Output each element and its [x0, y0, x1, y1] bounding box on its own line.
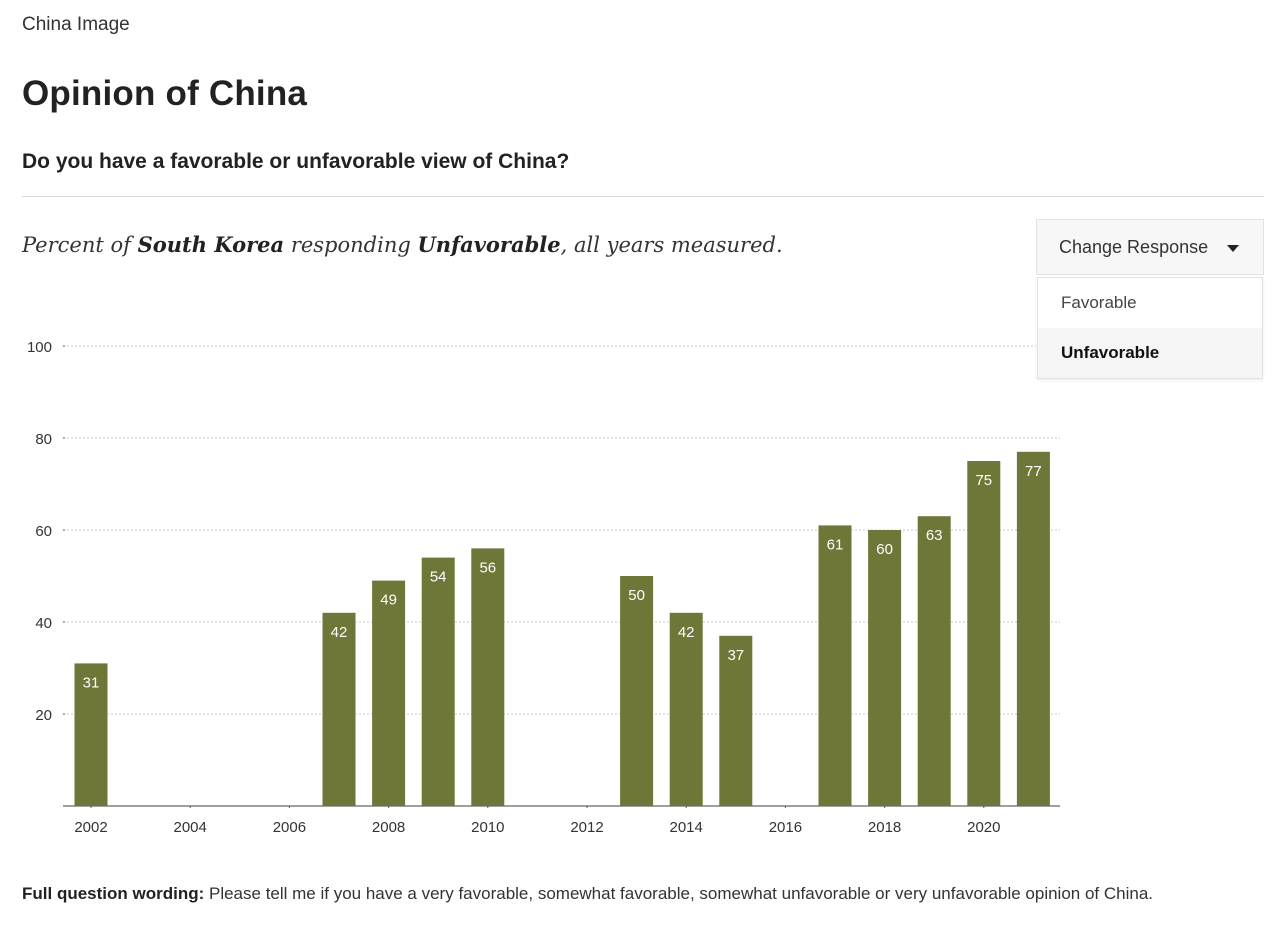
- bar: [74, 663, 108, 806]
- bar-value-label: 49: [380, 592, 397, 609]
- x-tick-label: 2016: [769, 819, 802, 836]
- x-tick-label: 2006: [273, 819, 306, 836]
- x-tick-label: 2014: [670, 819, 703, 836]
- bar: [471, 548, 505, 806]
- bar: [1016, 451, 1050, 806]
- x-tick-label: 2004: [174, 819, 207, 836]
- change-response-label: Change Response: [1059, 236, 1209, 257]
- divider: [22, 196, 1264, 197]
- bar: [818, 525, 852, 806]
- bar-value-label: 60: [876, 541, 893, 558]
- x-tick-label: 2008: [372, 819, 405, 836]
- bar-value-label: 56: [479, 559, 496, 576]
- x-tick-label: 2010: [471, 819, 504, 836]
- subtitle-middle: responding: [284, 233, 418, 257]
- y-tick-label: 100: [27, 339, 52, 356]
- bar-value-label: 31: [83, 674, 100, 691]
- bar-value-label: 42: [331, 624, 348, 641]
- bar-chart: 20 40 60 80 100 2002 2004 2006 2008 2010 2012 2014 2…: [27, 339, 1060, 836]
- x-tick-label: 2012: [570, 819, 603, 836]
- bar: [917, 516, 951, 806]
- bar: [620, 576, 654, 806]
- subtitle-response: Unfavorable: [417, 232, 561, 257]
- bar-value-label: 37: [727, 647, 744, 664]
- question-heading: Do you have a favorable or unfavorable v…: [22, 150, 570, 173]
- bar: [372, 580, 406, 806]
- y-tick-label: 20: [35, 707, 52, 724]
- subtitle-prefix: Percent of: [22, 233, 138, 257]
- change-response-button[interactable]: Change Response: [1036, 219, 1264, 275]
- bar: [669, 612, 703, 806]
- y-tick-label: 60: [35, 523, 52, 540]
- bar-value-label: 50: [628, 587, 645, 604]
- footnote: Full question wording: Please tell me if…: [22, 884, 1153, 904]
- bar-value-label: 77: [1025, 463, 1042, 480]
- subtitle-country: South Korea: [137, 232, 285, 257]
- subtitle-suffix: , all years measured.: [560, 233, 783, 257]
- x-tick-label: 2020: [967, 819, 1000, 836]
- bar-value-label: 75: [975, 472, 992, 489]
- bar: [967, 461, 1001, 806]
- x-tick-label: 2018: [868, 819, 901, 836]
- bar-value-label: 54: [430, 569, 447, 586]
- y-tick-label: 40: [35, 615, 52, 632]
- bar-value-label: 42: [678, 624, 695, 641]
- menu-item-unfavorable[interactable]: Unfavorable: [1038, 328, 1262, 378]
- bar: [421, 557, 455, 806]
- menu-item-favorable[interactable]: Favorable: [1061, 293, 1137, 312]
- y-tick-label: 80: [35, 431, 52, 448]
- bar: [322, 612, 356, 806]
- bar: [719, 635, 753, 806]
- x-tick-label: 2002: [74, 819, 107, 836]
- bar-value-label: 61: [827, 536, 844, 553]
- bar-value-label: 63: [926, 527, 943, 544]
- footnote-label: Full question wording:: [22, 884, 205, 903]
- chart-subtitle: Percent of South Korea responding Unfavo…: [22, 232, 783, 257]
- caret-down-icon: [1227, 245, 1239, 252]
- footnote-text: Please tell me if you have a very favora…: [204, 884, 1154, 903]
- kicker: China Image: [22, 14, 130, 35]
- bar: [868, 530, 902, 806]
- page-title: Opinion of China: [22, 74, 308, 113]
- response-menu: Favorable Unfavorable: [1037, 277, 1263, 379]
